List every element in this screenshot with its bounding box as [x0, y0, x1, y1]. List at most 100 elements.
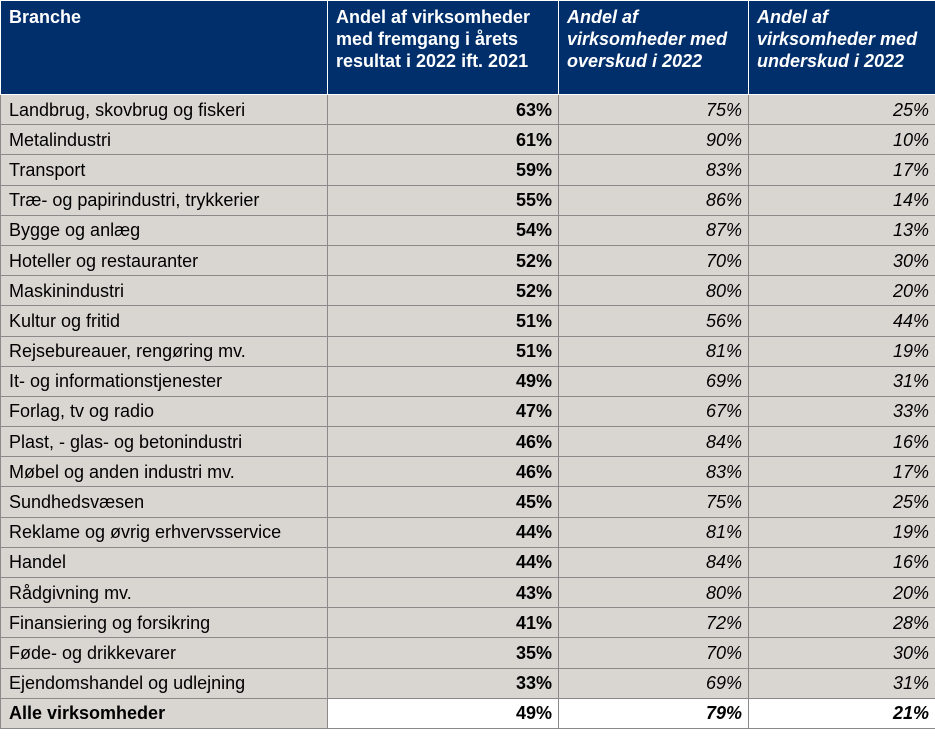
cell-overskud: 84%: [558, 426, 749, 458]
cell-fremgang: 61%: [327, 124, 559, 156]
cell-underskud: 16%: [748, 546, 935, 579]
cell-fremgang: 52%: [327, 244, 559, 277]
cell-underskud: 28%: [748, 607, 935, 639]
table-row: Træ- og papirindustri, trykkerier 55% 86% 1…: [0, 184, 935, 216]
cell-overskud: 81%: [558, 335, 749, 367]
cell-branche: Sundhedsvæsen: [0, 486, 328, 518]
cell-underskud: 17%: [748, 456, 935, 488]
cell-underskud: 20%: [748, 275, 935, 307]
cell-fremgang: 44%: [327, 546, 559, 579]
table-row: Transport 59% 83% 17%: [0, 154, 935, 186]
cell-branche: It- og informationstjenester: [0, 365, 328, 397]
table-row: Rådgivning mv. 43% 80% 20%: [0, 576, 935, 609]
total-underskud: 21%: [748, 697, 935, 729]
cell-underskud: 20%: [748, 576, 935, 609]
cell-underskud: 19%: [748, 335, 935, 367]
table-row: Sundhedsvæsen 45% 75% 25%: [0, 486, 935, 518]
cell-overskud: 70%: [558, 244, 749, 277]
cell-overskud: 67%: [558, 395, 749, 428]
cell-overskud: 72%: [558, 607, 749, 639]
cell-branche: Metalindustri: [0, 124, 328, 156]
cell-underskud: 16%: [748, 426, 935, 458]
header-row: Branche Andel af virksomheder med fremga…: [0, 0, 935, 95]
cell-branche: Handel: [0, 546, 328, 579]
table-row: Plast, - glas- og betonindustri 46% 84% 16%: [0, 426, 935, 458]
cell-underskud: 19%: [748, 516, 935, 548]
cell-fremgang: 51%: [327, 305, 559, 337]
cell-branche: Transport: [0, 154, 328, 186]
cell-branche: Ejendomshandel og udlejning: [0, 667, 328, 699]
cell-underskud: 10%: [748, 124, 935, 156]
cell-branche: Finansiering og forsikring: [0, 607, 328, 639]
cell-fremgang: 33%: [327, 667, 559, 699]
total-overskud: 79%: [558, 697, 749, 729]
cell-branche: Føde- og drikkevarer: [0, 637, 328, 669]
table-row: Landbrug, skovbrug og fiskeri 63% 75% 25%: [0, 93, 935, 126]
cell-overskud: 70%: [558, 637, 749, 669]
table-row: Reklame og øvrig erhvervsservice 44% 81% 19…: [0, 516, 935, 548]
cell-fremgang: 55%: [327, 184, 559, 216]
cell-fremgang: 46%: [327, 426, 559, 458]
cell-branche: Kultur og fritid: [0, 305, 328, 337]
cell-underskud: 13%: [748, 214, 935, 246]
cell-underskud: 14%: [748, 184, 935, 216]
table-row: Møbel og anden industri mv. 46% 83% 17%: [0, 456, 935, 488]
cell-overskud: 80%: [558, 275, 749, 307]
cell-fremgang: 44%: [327, 516, 559, 548]
cell-underskud: 30%: [748, 244, 935, 277]
table-row: Metalindustri 61% 90% 10%: [0, 124, 935, 156]
table-row: Føde- og drikkevarer 35% 70% 30%: [0, 637, 935, 669]
total-label: Alle virksomheder: [0, 697, 328, 729]
cell-underskud: 25%: [748, 486, 935, 518]
header-overskud: Andel af virksomheder med overskud i 202…: [558, 0, 749, 95]
cell-overskud: 90%: [558, 124, 749, 156]
cell-underskud: 31%: [748, 667, 935, 699]
cell-fremgang: 59%: [327, 154, 559, 186]
header-underskud: Andel af virksomheder med underskud i 20…: [748, 0, 935, 95]
cell-fremgang: 63%: [327, 93, 559, 126]
cell-overskud: 69%: [558, 667, 749, 699]
cell-branche: Møbel og anden industri mv.: [0, 456, 328, 488]
total-fremgang: 49%: [327, 697, 559, 729]
total-row: Alle virksomheder 49% 79% 21%: [0, 697, 935, 729]
cell-overskud: 56%: [558, 305, 749, 337]
cell-overskud: 86%: [558, 184, 749, 216]
cell-fremgang: 45%: [327, 486, 559, 518]
table-row: Bygge og anlæg 54% 87% 13%: [0, 214, 935, 246]
cell-overskud: 83%: [558, 456, 749, 488]
cell-fremgang: 51%: [327, 335, 559, 367]
cell-fremgang: 47%: [327, 395, 559, 428]
cell-branche: Træ- og papirindustri, trykkerier: [0, 184, 328, 216]
cell-overskud: 75%: [558, 93, 749, 126]
cell-overskud: 81%: [558, 516, 749, 548]
cell-underskud: 31%: [748, 365, 935, 397]
cell-branche: Hoteller og restauranter: [0, 244, 328, 277]
header-branche: Branche: [0, 0, 328, 95]
cell-branche: Reklame og øvrig erhvervsservice: [0, 516, 328, 548]
table-row: Rejsebureauer, rengøring mv. 51% 81% 19%: [0, 335, 935, 367]
cell-fremgang: 54%: [327, 214, 559, 246]
table-row: Kultur og fritid 51% 56% 44%: [0, 305, 935, 337]
cell-branche: Landbrug, skovbrug og fiskeri: [0, 93, 328, 126]
table-row: Ejendomshandel og udlejning 33% 69% 31%: [0, 667, 935, 699]
table-row: Maskinindustri 52% 80% 20%: [0, 275, 935, 307]
cell-underskud: 17%: [748, 154, 935, 186]
cell-branche: Rådgivning mv.: [0, 576, 328, 609]
table-row: Hoteller og restauranter 52% 70% 30%: [0, 244, 935, 277]
cell-underskud: 25%: [748, 93, 935, 126]
header-fremgang: Andel af virksomheder med fremgang i åre…: [327, 0, 559, 95]
cell-fremgang: 41%: [327, 607, 559, 639]
cell-overskud: 80%: [558, 576, 749, 609]
cell-fremgang: 46%: [327, 456, 559, 488]
cell-fremgang: 43%: [327, 576, 559, 609]
cell-fremgang: 35%: [327, 637, 559, 669]
cell-branche: Rejsebureauer, rengøring mv.: [0, 335, 328, 367]
table-row: Handel 44% 84% 16%: [0, 546, 935, 579]
cell-overskud: 84%: [558, 546, 749, 579]
table-row: Forlag, tv og radio 47% 67% 33%: [0, 395, 935, 428]
cell-underskud: 33%: [748, 395, 935, 428]
table-row: Finansiering og forsikring 41% 72% 28%: [0, 607, 935, 639]
cell-branche: Maskinindustri: [0, 275, 328, 307]
cell-overskud: 69%: [558, 365, 749, 397]
